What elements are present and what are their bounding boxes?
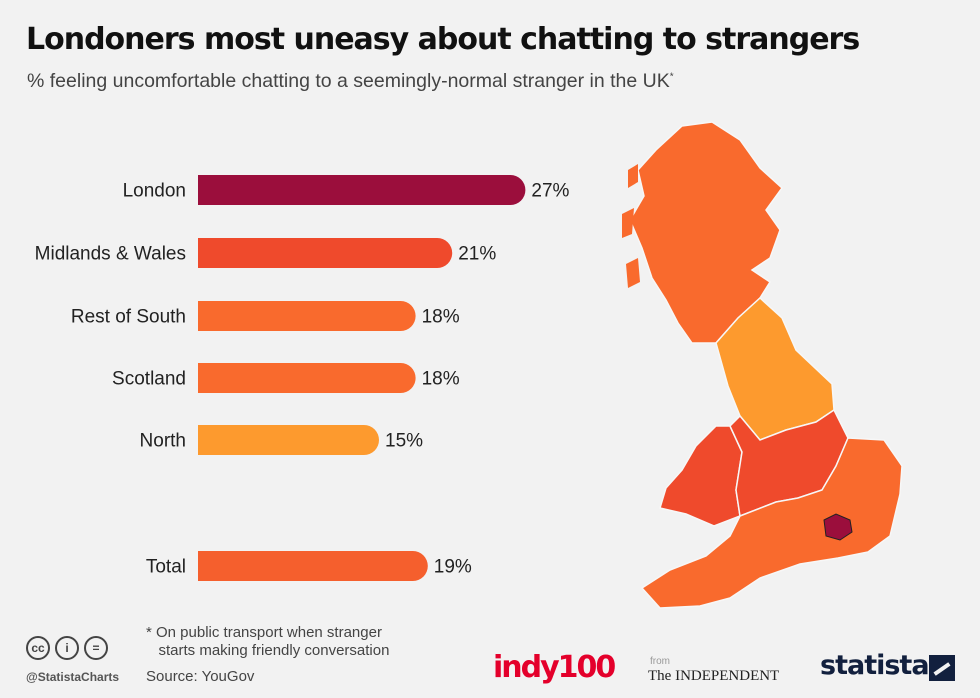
map-scottish-islands-3: [626, 258, 640, 288]
bar-left-mask: [182, 238, 198, 268]
map-region-wales: [659, 425, 743, 527]
statista-logo: statista: [820, 650, 930, 681]
from-label: from: [650, 656, 670, 667]
map-region-rest-of-south: [640, 437, 903, 609]
map-scottish-islands-1: [628, 164, 638, 188]
source-label: Source: YouGov: [146, 668, 255, 685]
indy100-logo: indy100: [493, 650, 616, 685]
chart-subtitle: % feeling uncomfortable chatting to a se…: [27, 70, 674, 92]
bar-rest-of-south: [182, 301, 416, 331]
bar-left-mask: [182, 301, 198, 331]
statista-logo-icon: [929, 655, 955, 681]
value-label: 18%: [422, 369, 460, 390]
bar-left-mask: [182, 551, 198, 581]
category-label: Rest of South: [71, 307, 186, 328]
bar-left-mask: [182, 175, 198, 205]
subtitle-footnote-marker: *: [669, 71, 674, 83]
bar-total: [182, 551, 428, 581]
uk-regions-map: [622, 121, 903, 609]
value-label: 15%: [385, 431, 423, 452]
category-label: Midlands & Wales: [35, 244, 186, 265]
chart-title: Londoners most uneasy about chatting to …: [26, 22, 860, 57]
bar-left-mask: [182, 363, 198, 393]
attribution-icon: i: [55, 636, 79, 660]
category-label: Scotland: [112, 369, 186, 390]
statista-handle: @StatistaCharts: [26, 670, 120, 684]
bar-london: [182, 175, 526, 205]
independent-logo: The INDEPENDENT: [648, 668, 780, 684]
bar-scotland: [182, 363, 416, 393]
category-label: London: [123, 181, 186, 202]
footnote: * On public transport when stranger star…: [146, 624, 390, 659]
bar-left-mask: [182, 425, 198, 455]
map-region-london: [823, 513, 853, 541]
value-label: 21%: [458, 244, 496, 265]
category-label: North: [140, 431, 186, 452]
license-icons: cc i =: [26, 636, 108, 660]
bar-chart: London 27% Midlands & Wales 21% Rest of Sout…: [35, 175, 570, 581]
category-label: Total: [146, 557, 186, 578]
no-derivatives-icon: =: [84, 636, 108, 660]
bar-midlands-wales: [182, 238, 453, 268]
value-label: 19%: [434, 557, 472, 578]
value-label: 18%: [422, 307, 460, 328]
creative-commons-icon: cc: [26, 636, 50, 660]
bar-north: [182, 425, 379, 455]
map-scottish-islands-2: [622, 208, 634, 238]
value-label: 27%: [531, 181, 569, 202]
